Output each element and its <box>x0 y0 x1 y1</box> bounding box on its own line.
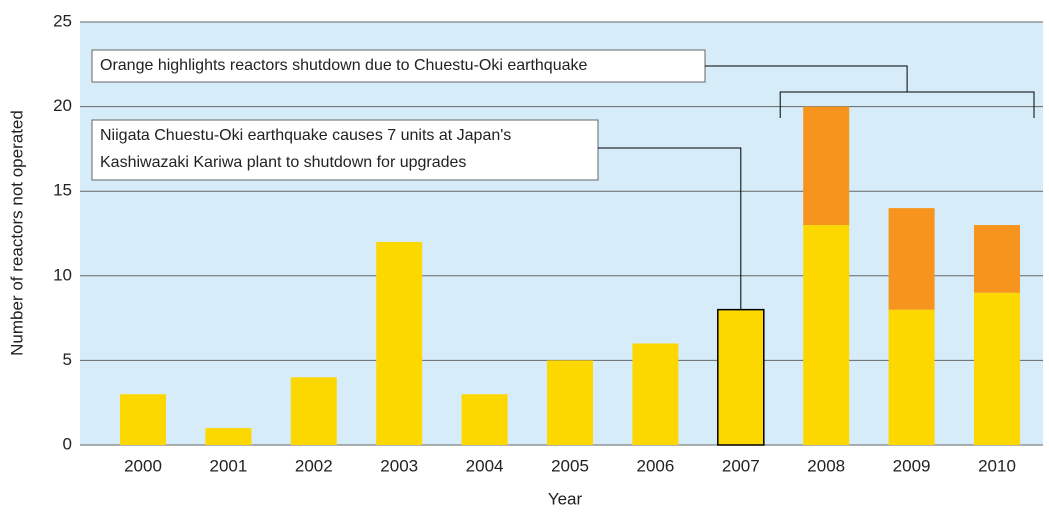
x-tick-label: 2000 <box>124 456 162 475</box>
y-axis-label: Number of reactors not operated <box>7 110 26 356</box>
y-tick-label: 0 <box>63 434 72 453</box>
x-tick-label: 2009 <box>893 456 931 475</box>
x-tick-label: 2005 <box>551 456 589 475</box>
x-tick-label: 2010 <box>978 456 1016 475</box>
x-tick-label: 2006 <box>636 456 674 475</box>
connector <box>598 147 742 310</box>
bar-segment <box>547 360 593 445</box>
y-tick-label: 25 <box>53 11 72 30</box>
bar-segment <box>974 225 1020 293</box>
y-tick-label: 10 <box>53 265 72 284</box>
bar-segment <box>717 309 764 445</box>
x-tick-label: 2007 <box>722 456 760 475</box>
x-tick-label: 2002 <box>295 456 333 475</box>
bar-segment <box>205 428 252 445</box>
bar-segment <box>461 394 508 445</box>
x-tick-label: 2001 <box>209 456 247 475</box>
bar-segment <box>632 343 679 445</box>
bar-segment <box>290 377 337 445</box>
y-tick-label: 5 <box>63 350 72 369</box>
bar-segment <box>376 241 423 445</box>
bar-segment <box>974 292 1020 445</box>
bar-segment <box>803 106 850 226</box>
annotation-text: Orange highlights reactors shutdown due … <box>100 57 588 74</box>
annotation-text: Niigata Chuestu-Oki earthquake causes 7 … <box>100 127 511 144</box>
bar-segment <box>803 225 850 445</box>
x-tick-label: 2004 <box>466 456 504 475</box>
annotation-text: Kashiwazaki Kariwa plant to shutdown for… <box>100 154 466 171</box>
bar-segment <box>120 394 166 445</box>
y-tick-label: 15 <box>53 181 72 200</box>
bar-segment <box>888 208 935 310</box>
x-tick-label: 2008 <box>807 456 845 475</box>
connector <box>705 65 908 92</box>
x-tick-label: 2003 <box>380 456 418 475</box>
annotation-box <box>91 119 599 181</box>
y-tick-label: 20 <box>53 96 72 115</box>
bar-segment <box>888 309 935 445</box>
x-axis-label: Year <box>548 489 583 508</box>
bracket <box>779 91 1035 118</box>
